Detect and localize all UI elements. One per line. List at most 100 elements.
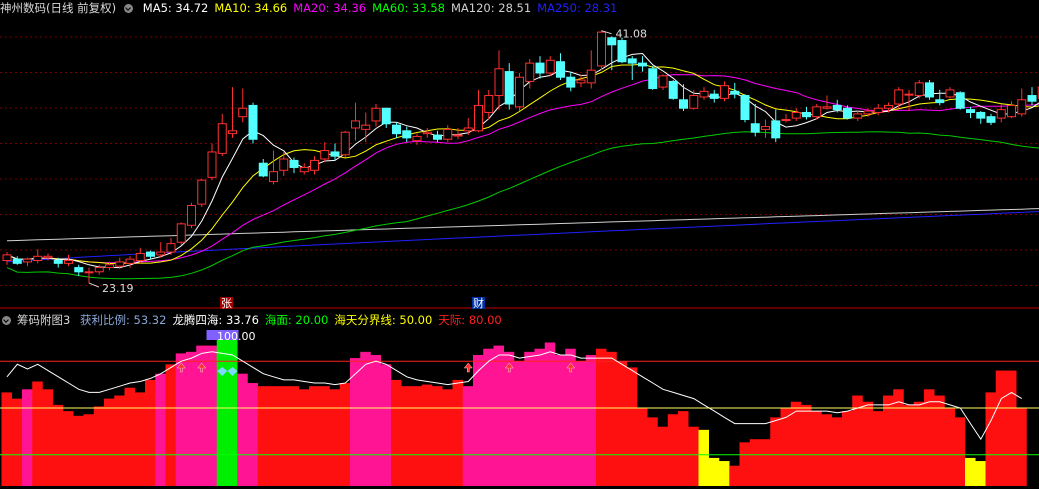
candle-up bbox=[340, 131, 350, 156]
candle-up bbox=[463, 127, 473, 132]
candle-down bbox=[556, 61, 565, 78]
candle-up bbox=[443, 128, 453, 140]
indicator-bar bbox=[903, 404, 914, 486]
indicator-bar bbox=[688, 426, 699, 486]
indicator-bar bbox=[647, 417, 658, 486]
indicator-line bbox=[6, 351, 1023, 441]
main-chart-title[interactable]: 神州数码(日线 前复权) bbox=[0, 1, 117, 15]
indicator-bar bbox=[954, 417, 966, 486]
indicator-bar bbox=[288, 386, 299, 486]
indicator-bar bbox=[944, 408, 955, 486]
candle-down bbox=[955, 92, 965, 109]
candle-up bbox=[873, 107, 883, 113]
indicator-bar bbox=[73, 415, 84, 486]
high-price-label: 41.08 bbox=[616, 28, 648, 41]
indicator-bar bbox=[165, 364, 176, 486]
candle-up bbox=[545, 59, 555, 74]
diamond-icon bbox=[227, 367, 238, 376]
indicator-bar bbox=[760, 439, 771, 486]
indicator-bar bbox=[309, 386, 320, 486]
indicator-bar bbox=[196, 345, 207, 486]
indicator-bar bbox=[883, 395, 894, 486]
indicator-bar bbox=[893, 389, 904, 486]
candle-down bbox=[730, 90, 740, 95]
candle-up bbox=[822, 106, 832, 109]
indicator-bar bbox=[975, 461, 986, 486]
candle-up bbox=[2, 254, 12, 262]
candle-down bbox=[535, 62, 545, 74]
indicator-bar bbox=[719, 461, 730, 486]
candle-down bbox=[381, 107, 391, 125]
indicator-bar bbox=[93, 406, 105, 486]
indicator-bar bbox=[421, 384, 433, 486]
indicator-bar bbox=[360, 351, 371, 486]
candle-down bbox=[843, 107, 852, 119]
candle-up bbox=[197, 179, 207, 205]
indicator-bar bbox=[114, 395, 125, 486]
candle-up bbox=[361, 124, 371, 130]
candle-up bbox=[207, 151, 217, 178]
indicator-bar bbox=[104, 398, 115, 486]
candle-up bbox=[64, 260, 73, 264]
candle-up bbox=[945, 89, 955, 98]
candle-up bbox=[525, 62, 535, 82]
candle-down bbox=[627, 58, 637, 64]
indicator-legend-item: 龙腾四海: 33.76 bbox=[172, 313, 259, 327]
indicator-bar bbox=[667, 414, 679, 486]
indicator-bar bbox=[790, 401, 802, 486]
indicator-bar bbox=[585, 354, 597, 486]
ma-legend-item: MA20: 34.36 bbox=[293, 1, 367, 15]
indicator-bar bbox=[770, 417, 781, 486]
ma-legend-item: MA5: 34.72 bbox=[142, 1, 209, 15]
indicator-bar bbox=[842, 411, 853, 486]
candle-down bbox=[146, 251, 155, 257]
indicator-bar bbox=[278, 386, 289, 486]
settings-circle-icon[interactable] bbox=[124, 4, 134, 13]
candle-up bbox=[84, 271, 94, 274]
low-marker-arrow bbox=[88, 282, 100, 288]
indicator-bar bbox=[678, 411, 689, 486]
candle-up bbox=[914, 82, 924, 97]
candle-up bbox=[474, 104, 483, 132]
settings-circle-icon[interactable] bbox=[2, 316, 11, 325]
indicator-bar bbox=[811, 411, 822, 486]
candle-up bbox=[1007, 104, 1016, 118]
indicator-bar bbox=[42, 389, 53, 486]
candle-down bbox=[258, 162, 268, 177]
indicator-bar bbox=[801, 404, 812, 486]
candle-down bbox=[709, 93, 719, 99]
candle-down bbox=[392, 124, 401, 135]
indicator-bar bbox=[124, 387, 135, 486]
candle-up bbox=[33, 255, 43, 262]
candle-up bbox=[115, 261, 125, 267]
indicator-bar bbox=[155, 373, 166, 486]
candle-up bbox=[812, 106, 822, 118]
candle-down bbox=[617, 40, 627, 63]
indicator-bar bbox=[493, 345, 504, 486]
candle-up bbox=[135, 252, 145, 262]
candle-up bbox=[156, 251, 166, 256]
up-arrow-icon bbox=[197, 362, 207, 373]
indicator-bar bbox=[145, 379, 156, 486]
peak-label: 100.00 bbox=[217, 330, 256, 343]
indicator-legend-item: 海天分界线: 50.00 bbox=[334, 313, 433, 327]
indicator-bar bbox=[872, 411, 884, 486]
indicator-bar bbox=[370, 354, 381, 486]
candle-up bbox=[853, 113, 863, 119]
candle-up bbox=[422, 131, 432, 135]
candle-up bbox=[228, 130, 237, 135]
ma-legend-item: MA10: 34.66 bbox=[214, 1, 288, 15]
ma-legend-item: MA60: 33.58 bbox=[372, 1, 445, 15]
sub-chart-header: 筹码附图3 获利比例: 53.32 龙腾四海: 33.76 海面: 20.00 海天分… bbox=[0, 312, 508, 328]
event-tag-zhang-bg bbox=[220, 297, 233, 309]
indicator-bar bbox=[616, 361, 627, 486]
candle-up bbox=[781, 119, 791, 122]
candle-down bbox=[925, 82, 934, 98]
candle-down bbox=[679, 99, 688, 109]
candle-down bbox=[330, 151, 340, 157]
sub-chart-title[interactable]: 筹码附图3 bbox=[17, 313, 71, 327]
candle-up bbox=[515, 76, 524, 108]
indicator-bar bbox=[483, 348, 494, 486]
up-arrow-icon bbox=[566, 362, 576, 373]
